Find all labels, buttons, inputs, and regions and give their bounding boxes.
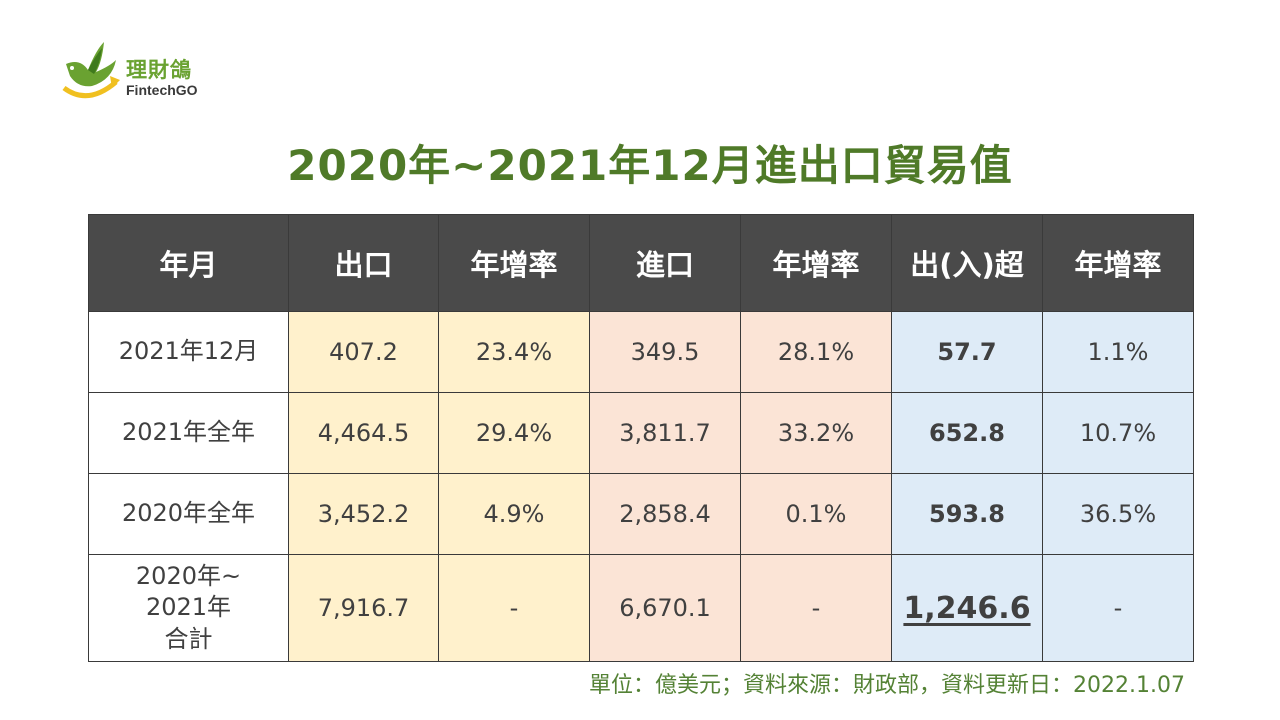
source-footnote: 單位：億美元；資料來源：財政部，資料更新日：2022.1.07 (589, 673, 1185, 698)
cell-export-total: 7,916.7 (288, 554, 439, 662)
balance-total-value: 1,246.6 (903, 590, 1031, 626)
cell-import-total: 6,670.1 (589, 554, 741, 662)
total-label-line: 2020年~ (135, 562, 242, 591)
header-export-growth: 年增率 (438, 214, 590, 312)
cell-period: 2021年12月 (88, 311, 289, 393)
cell-import-growth: 28.1% (740, 311, 892, 393)
table-row: 2021年全年 4,464.5 29.4% 3,811.7 33.2% 652.… (88, 392, 1194, 474)
cell-balance-growth: 10.7% (1042, 392, 1194, 474)
cell-import-growth: 33.2% (740, 392, 892, 474)
logo: 理財鴿 FintechGO (58, 36, 218, 106)
trade-table: 年月 出口 年增率 進口 年增率 出(入)超 年增率 2021年12月 407.… (88, 214, 1194, 662)
cell-period-total: 2020年~ 2021年 合計 (88, 554, 289, 662)
dove-icon (62, 42, 120, 99)
header-row: 年月 出口 年增率 進口 年增率 出(入)超 年增率 (88, 214, 1194, 312)
total-label-line: 合計 (164, 624, 213, 653)
brand-name-en: FintechGO (126, 82, 198, 98)
cell-period: 2021年全年 (88, 392, 289, 474)
table-row-total: 2020年~ 2021年 合計 7,916.7 - 6,670.1 - 1,24… (88, 554, 1194, 662)
cell-import: 349.5 (589, 311, 741, 393)
header-import: 進口 (589, 214, 741, 312)
cell-export: 407.2 (288, 311, 439, 393)
header-year-month: 年月 (88, 214, 289, 312)
cell-balance: 652.8 (891, 392, 1043, 474)
cell-import: 3,811.7 (589, 392, 741, 474)
cell-export: 4,464.5 (288, 392, 439, 474)
brand-name-cn: 理財鴿 (126, 58, 192, 82)
cell-export: 3,452.2 (288, 473, 439, 555)
cell-period: 2020年全年 (88, 473, 289, 555)
total-label-line: 2021年 (145, 593, 232, 622)
header-balance-growth: 年增率 (1042, 214, 1194, 312)
cell-export-growth-total: - (438, 554, 590, 662)
cell-import-growth: 0.1% (740, 473, 892, 555)
table-row: 2020年全年 3,452.2 4.9% 2,858.4 0.1% 593.8 … (88, 473, 1194, 555)
cell-balance-growth: 1.1% (1042, 311, 1194, 393)
header-import-growth: 年增率 (740, 214, 892, 312)
cell-balance: 57.7 (891, 311, 1043, 393)
page-title: 2020年~2021年12月進出口貿易值 (287, 141, 1013, 190)
cell-export-growth: 23.4% (438, 311, 590, 393)
cell-export-growth: 4.9% (438, 473, 590, 555)
cell-balance-total: 1,246.6 (891, 554, 1043, 662)
cell-import: 2,858.4 (589, 473, 741, 555)
cell-export-growth: 29.4% (438, 392, 590, 474)
cell-balance-growth: 36.5% (1042, 473, 1194, 555)
table-row: 2021年12月 407.2 23.4% 349.5 28.1% 57.7 1.… (88, 311, 1194, 393)
header-export: 出口 (288, 214, 439, 312)
cell-balance: 593.8 (891, 473, 1043, 555)
header-balance: 出(入)超 (891, 214, 1043, 312)
cell-import-growth-total: - (740, 554, 892, 662)
cell-balance-growth-total: - (1042, 554, 1194, 662)
